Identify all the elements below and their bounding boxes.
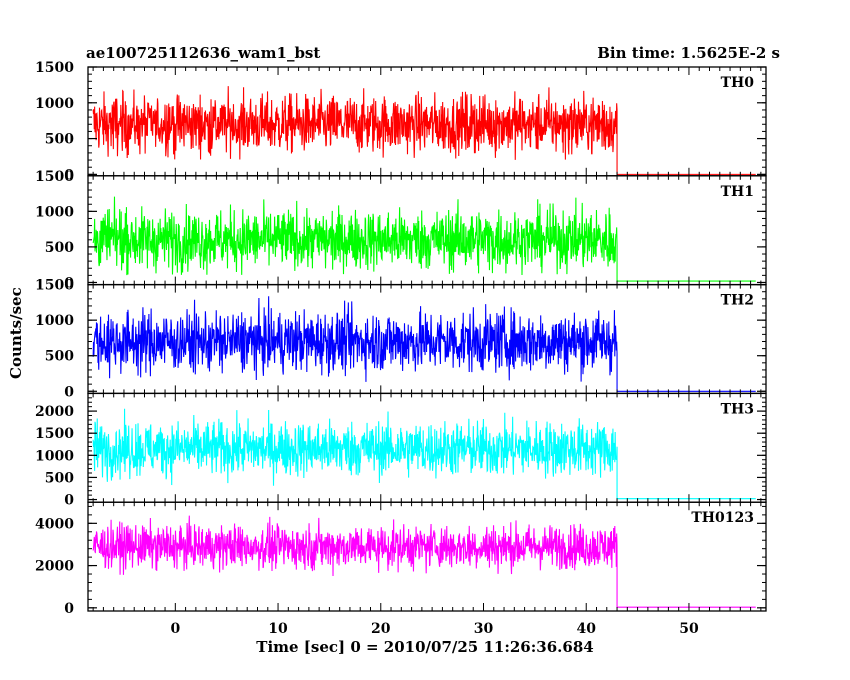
y-tick-label: 0 [64,384,74,400]
series-line-th3 [92,408,756,500]
x-tick-label: 20 [371,621,391,637]
y-tick-label: 1000 [35,448,74,464]
series-line-th0 [92,86,756,175]
panel-label-th0123: TH0123 [691,510,754,526]
x-tick-label: 30 [474,621,494,637]
chart-title: ae100725112636_wam1_bst [86,44,321,62]
y-tick-label: 1500 [35,169,74,185]
y-tick-label: 2000 [35,404,74,420]
y-tick-label: 0 [64,275,74,291]
y-tick-label: 0 [64,601,74,617]
y-tick-label: 500 [45,240,74,256]
bin-time-label: Bin time: 1.5625E-2 s [597,44,780,62]
x-tick-label: 40 [576,621,596,637]
y-tick-label: 1500 [35,278,74,294]
y-tick-label: 1500 [35,60,74,76]
x-tick-label: 50 [679,621,699,637]
panel-th1: 0 500 1000 1500 TH1 [35,169,767,291]
y-tick-label: 4000 [35,516,74,532]
panel-th3: 0 500 1000 1500 2000 TH3 [35,392,767,509]
panel-label-th2: TH2 [721,293,754,309]
panel-label-th1: TH1 [721,184,754,200]
y-tick-label: 500 [45,470,74,486]
y-tick-label: 500 [45,349,74,365]
y-tick-label: 1500 [35,426,74,442]
y-tick-label: 0 [64,167,74,183]
y-tick-label: 1000 [35,313,74,329]
y-tick-label: 0 [64,493,74,509]
panel-label-th0: TH0 [721,75,755,91]
x-tick-label: 0 [170,621,180,637]
x-axis-label: Time [sec] 0 = 2010/07/25 11:26:36.684 [256,638,594,656]
y-tick-label: 1000 [35,204,74,220]
x-tick-label: 10 [268,621,288,637]
series-line-th0123 [92,515,756,608]
series-line-th2 [92,296,756,392]
series-line-th1 [92,196,756,282]
panel-frame [87,501,767,612]
panel-th0123: 0 2000 4000 TH0123 [35,501,767,617]
panel-th0: 0 500 1000 1500 TH0 [35,60,767,183]
panel-th2: 0 500 1000 1500 TH2 [35,278,767,400]
y-tick-label: 500 [45,132,74,148]
y-tick-label: 2000 [35,559,74,575]
panel-label-th3: TH3 [721,401,754,417]
y-tick-label: 1000 [35,96,74,112]
